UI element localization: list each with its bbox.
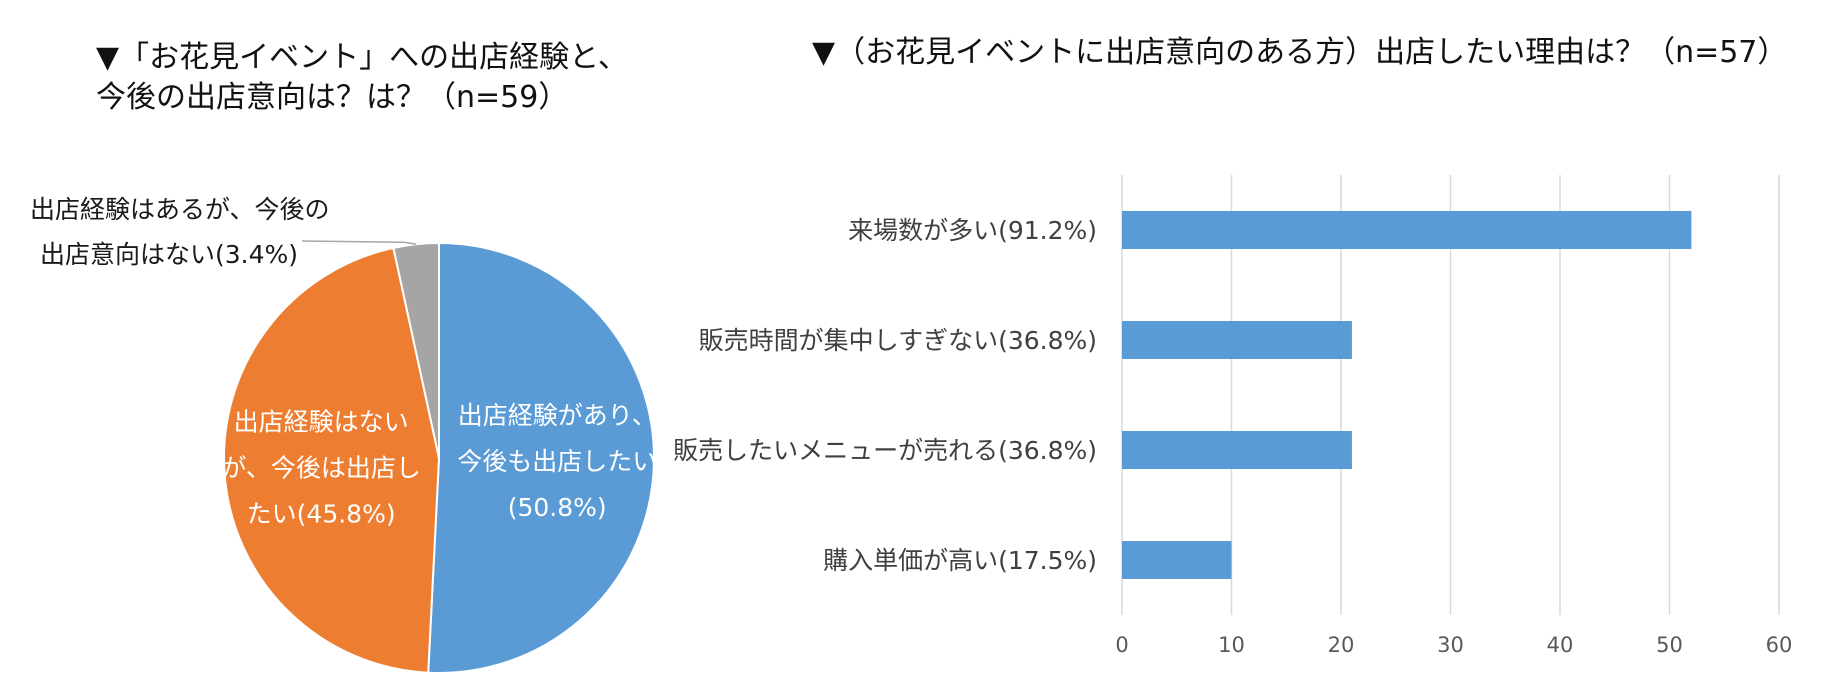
pie-slice-label-2-line-3: たい(45.8%)	[247, 500, 396, 529]
bar-1	[1122, 211, 1692, 249]
pie-slice-1	[427, 241, 656, 674]
bar-4	[1122, 541, 1232, 579]
pie-slice-label-1-line-3: (50.8%)	[508, 493, 607, 522]
pie-chart-title-line-1: ▼「お花見イベント」への出店経験と、	[96, 40, 628, 75]
x-tick-label-4: 40	[1547, 633, 1574, 657]
category-label-4: 購入単価が高い(17.5%)	[823, 546, 1097, 575]
x-tick-label-2: 20	[1328, 633, 1355, 657]
x-tick-label-1: 10	[1218, 633, 1245, 657]
pie-chart-title-line-2: 今後の出店意向は？は？（n=59）	[96, 80, 569, 115]
category-label-2: 販売時間が集中しすぎない(36.8%)	[699, 326, 1097, 355]
category-label-3: 販売したいメニューが売れる(36.8%)	[673, 436, 1097, 465]
pie-slice-label-1-line-1: 出店経験があり、	[458, 401, 657, 430]
pie-slice-label-1-line-2: 今後も出店したい	[457, 447, 657, 476]
pie-chart-title: ▼「お花見イベント」への出店経験と、 今後の出店意向は？は？（n=59）	[96, 38, 628, 118]
x-tick-label-6: 60	[1766, 633, 1793, 657]
pie-slice-label-2-line-1: 出店経験はない	[234, 408, 409, 437]
pie-slice-2	[223, 246, 441, 674]
pie-leader-line	[301, 240, 417, 245]
bar-3	[1122, 431, 1352, 469]
pie-slice-label-3: 出店経験はあるが、今後の出店意向はない(3.4%)	[30, 195, 330, 269]
pie-slice-label-2-line-2: が、今後は出店し	[221, 454, 421, 483]
x-tick-label-3: 30	[1437, 633, 1464, 657]
pie-slice-label-1: 出店経験があり、今後も出店したい (50.8%)	[457, 401, 657, 522]
pie-slice-label-3-line-1: 出店経験はあるが、今後の	[30, 195, 330, 224]
bar-2	[1122, 321, 1352, 359]
x-tick-label-5: 50	[1656, 633, 1683, 657]
pie-slice-label-3-line-2: 出店意向はない(3.4%)	[40, 240, 298, 269]
pie-slice-label-2: 出店経験はないが、今後は出店したい(45.8%)	[221, 408, 421, 529]
x-tick-label-0: 0	[1115, 633, 1128, 657]
bar-chart-title: ▼（お花見イベントに出店意向のある方）出店したい理由は？（n=57）	[812, 35, 1788, 70]
category-label-1: 来場数が多い(91.2%)	[848, 216, 1097, 245]
